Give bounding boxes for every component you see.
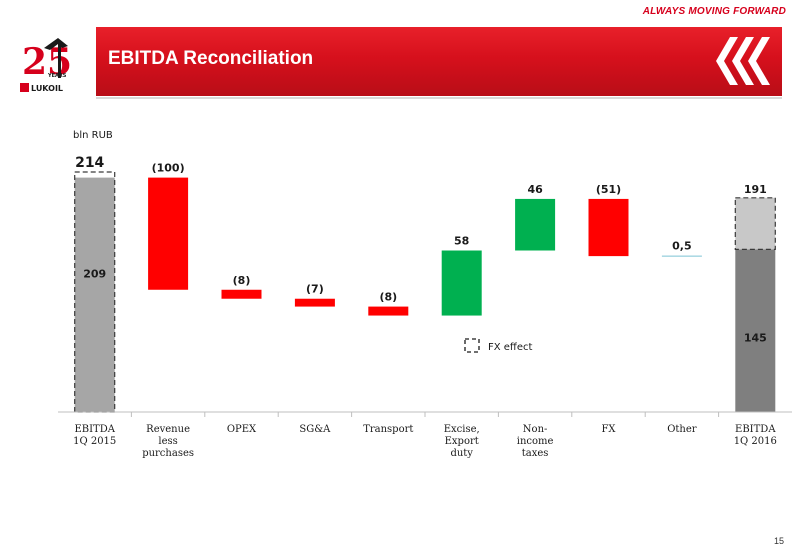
svg-text:YEARS: YEARS <box>47 73 67 79</box>
bar-value-label: (8) <box>233 274 251 287</box>
category-label: Excise, Export duty <box>444 424 480 459</box>
lukoil-25-years-logo: 25 YEARS LUKOIL <box>18 34 80 98</box>
bar-start-total <box>74 177 115 412</box>
bar-delta <box>441 250 482 316</box>
bar-value-label: (51) <box>596 183 621 196</box>
bar-delta <box>148 177 189 290</box>
category-label: FX <box>601 424 616 435</box>
unit-label: bln RUB <box>73 130 113 141</box>
bar-delta <box>294 298 335 307</box>
page-title: EBITDA Reconciliation <box>108 48 314 69</box>
category-label: Revenue less purchases <box>142 424 194 459</box>
legend-label: FX effect <box>488 342 532 353</box>
bar-delta <box>588 198 629 257</box>
bar-value-label: 0,5 <box>672 240 692 253</box>
bar-delta <box>368 306 409 316</box>
category-label: Transport <box>363 424 413 435</box>
svg-text:LUKOIL: LUKOIL <box>31 84 63 93</box>
legend-fx-effect: FX effect <box>464 338 532 353</box>
bar-fx-effect <box>735 197 776 250</box>
title-underline <box>96 97 782 99</box>
fx-effect-outline <box>734 197 776 250</box>
tagline: ALWAYS MOVING FORWARD <box>642 6 786 17</box>
page-number: 15 <box>773 536 784 546</box>
chevrons-left-icon <box>716 37 770 85</box>
bar-end-total <box>735 249 776 412</box>
title-bar: EBITDA Reconciliation <box>96 27 782 96</box>
bar-value-label: (7) <box>306 283 324 296</box>
bar-value-label: 58 <box>454 235 469 248</box>
bar-delta <box>221 289 262 299</box>
legend-swatch-dashed <box>464 338 480 353</box>
derrick-icon <box>44 38 68 50</box>
bar-value-label: 46 <box>527 183 543 196</box>
bar-value-label: 145 <box>744 331 767 344</box>
total-label: 214 <box>75 155 104 171</box>
bar-delta <box>515 198 556 251</box>
category-label: Other <box>667 424 697 435</box>
category-label: SG&A <box>299 424 331 435</box>
bar-delta <box>661 255 702 257</box>
total-label: 191 <box>744 183 767 196</box>
bar-value-label: (100) <box>152 162 185 175</box>
bar-value-label: 209 <box>83 268 106 281</box>
bar-value-label: (8) <box>379 291 397 304</box>
category-label: OPEX <box>227 424 257 435</box>
category-label: EBITDA 1Q 2016 <box>734 424 777 447</box>
category-label: Non-income taxes <box>517 424 554 459</box>
category-label: EBITDA 1Q 2015 <box>73 424 116 447</box>
